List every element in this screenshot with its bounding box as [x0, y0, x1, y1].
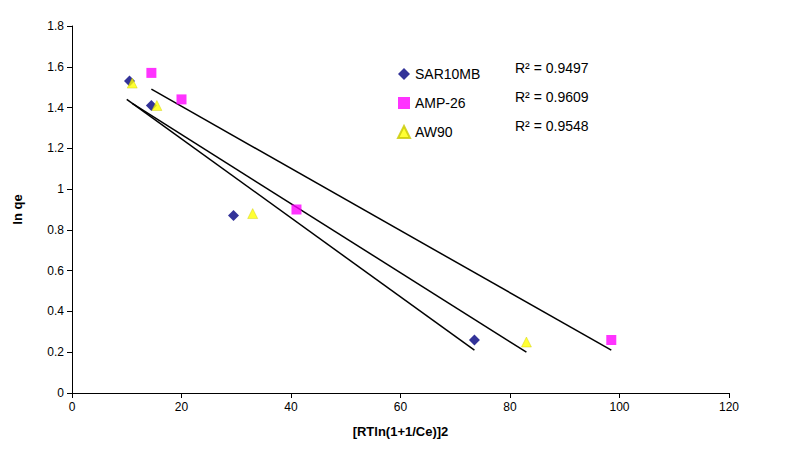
- svg-text:1.8: 1.8: [47, 19, 64, 33]
- svg-text:AMP-26: AMP-26: [415, 95, 466, 111]
- svg-text:0: 0: [57, 386, 64, 400]
- svg-text:R² = 0.9609: R² = 0.9609: [515, 89, 589, 105]
- svg-text:0.6: 0.6: [47, 264, 64, 278]
- svg-text:0: 0: [69, 400, 76, 414]
- svg-text:100: 100: [609, 400, 629, 414]
- svg-text:20: 20: [175, 400, 189, 414]
- svg-text:1.6: 1.6: [47, 60, 64, 74]
- svg-text:R² = 0.9548: R² = 0.9548: [515, 118, 589, 134]
- svg-text:60: 60: [394, 400, 408, 414]
- svg-text:0.8: 0.8: [47, 223, 64, 237]
- svg-text:0.4: 0.4: [47, 304, 64, 318]
- svg-text:R² = 0.9497: R² = 0.9497: [515, 60, 589, 76]
- svg-text:1: 1: [57, 182, 64, 196]
- svg-text:ln qe: ln qe: [10, 194, 25, 224]
- svg-text:1.2: 1.2: [47, 141, 64, 155]
- svg-text:40: 40: [284, 400, 298, 414]
- svg-text:80: 80: [503, 400, 517, 414]
- svg-text:1.4: 1.4: [47, 101, 64, 115]
- svg-text:120: 120: [719, 400, 739, 414]
- svg-text:SAR10MB: SAR10MB: [415, 66, 480, 82]
- svg-text:0.2: 0.2: [47, 345, 64, 359]
- svg-text:AW90: AW90: [415, 124, 453, 140]
- svg-text:[RTln(1+1/Ce)]2: [RTln(1+1/Ce)]2: [353, 424, 449, 439]
